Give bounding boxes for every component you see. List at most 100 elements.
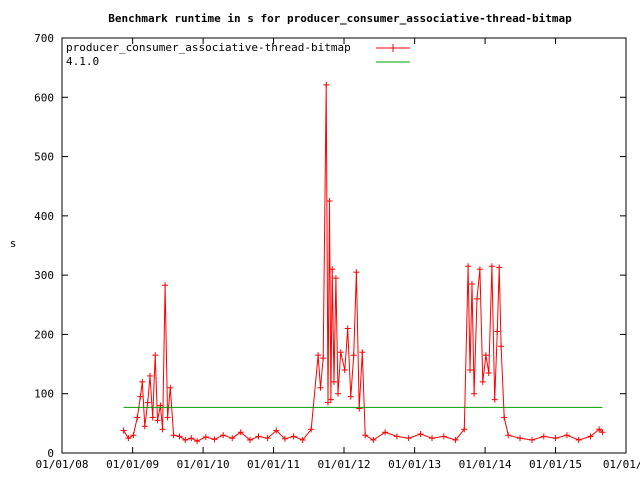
x-tick-label-1: 01/01/09	[106, 458, 159, 471]
y-tick-label-7: 700	[34, 32, 54, 45]
data-point-0-8	[147, 372, 154, 379]
y-tick-label-3: 300	[34, 269, 54, 282]
data-point-0-9	[149, 414, 156, 421]
data-point-0-80	[517, 435, 524, 442]
data-point-0-38	[323, 81, 330, 88]
data-point-0-83	[552, 435, 559, 442]
data-point-0-7	[144, 399, 151, 406]
data-point-0-11	[154, 417, 161, 424]
data-point-0-49	[347, 393, 354, 400]
data-point-0-66	[468, 281, 475, 288]
data-point-0-45	[335, 390, 342, 397]
data-point-0-58	[405, 435, 412, 442]
data-point-0-77	[498, 343, 505, 350]
y-axis-label: s	[10, 237, 17, 250]
y-tick-label-6: 600	[34, 91, 54, 104]
data-point-0-17	[170, 432, 177, 439]
data-point-0-40	[326, 198, 333, 205]
data-point-0-79	[505, 432, 512, 439]
data-point-0-56	[382, 429, 389, 436]
data-point-0-78	[501, 414, 508, 421]
data-point-0-2	[130, 432, 137, 439]
data-point-0-42	[329, 266, 336, 273]
data-point-0-0	[120, 427, 127, 434]
data-point-0-34	[308, 426, 315, 433]
data-point-0-27	[247, 436, 253, 443]
data-point-0-25	[229, 435, 236, 442]
data-point-0-48	[344, 325, 351, 332]
legend-label-series-0: producer_consumer_associative-thread-bit…	[66, 41, 351, 54]
chart-title: Benchmark runtime in s for producer_cons…	[108, 12, 572, 25]
y-tick-label-2: 200	[34, 328, 54, 341]
series-layer	[120, 81, 606, 445]
data-point-0-60	[429, 435, 436, 442]
x-tick-label-0: 01/01/08	[36, 458, 89, 471]
y-tick-label-1: 100	[34, 388, 54, 401]
data-point-0-6	[141, 423, 148, 430]
data-point-0-46	[337, 349, 344, 356]
data-point-0-18	[176, 433, 183, 440]
x-tick-label-8: 01/01/1	[603, 458, 640, 471]
x-tick-label-7: 01/01/15	[529, 458, 582, 471]
data-point-0-67	[471, 390, 478, 397]
data-point-0-33	[299, 436, 306, 443]
data-point-0-87	[596, 426, 603, 433]
data-point-0-15	[164, 414, 171, 421]
data-point-0-23	[211, 436, 218, 443]
data-point-0-59	[417, 431, 424, 438]
data-point-0-74	[491, 396, 498, 403]
data-point-0-22	[202, 433, 209, 440]
data-point-0-52	[356, 405, 363, 412]
x-tick-label-5: 01/01/13	[388, 458, 441, 471]
data-point-0-85	[575, 436, 582, 443]
data-point-0-88	[599, 429, 606, 436]
data-point-0-14	[162, 282, 169, 289]
legend: producer_consumer_associative-thread-bit…	[66, 41, 410, 68]
data-point-0-35	[315, 352, 322, 359]
data-point-0-43	[330, 378, 337, 385]
data-point-0-37	[320, 355, 327, 362]
x-tick-label-6: 01/01/14	[459, 458, 512, 471]
data-point-0-39	[324, 399, 331, 406]
data-point-0-62	[452, 436, 459, 443]
data-point-0-44	[332, 275, 339, 282]
data-point-0-21	[194, 438, 201, 445]
data-point-0-68	[473, 295, 480, 302]
data-point-0-53	[359, 349, 366, 356]
legend-marker-series-0	[389, 44, 397, 52]
data-point-0-61	[440, 433, 447, 440]
x-tick-label-4: 01/01/12	[318, 458, 371, 471]
data-point-0-69	[476, 266, 483, 273]
data-point-0-1	[125, 435, 132, 442]
data-point-0-47	[341, 367, 348, 373]
legend-label-series-1: 4.1.0	[66, 55, 99, 68]
data-point-0-13	[159, 426, 166, 433]
data-point-0-31	[281, 435, 288, 442]
data-point-0-75	[494, 328, 501, 335]
data-point-0-32	[290, 433, 297, 440]
data-point-0-71	[482, 352, 489, 359]
data-point-0-36	[317, 384, 324, 391]
data-point-0-16	[167, 384, 174, 391]
data-point-0-54	[362, 432, 369, 439]
y-tick-label-5: 500	[34, 151, 54, 164]
data-point-0-81	[529, 436, 535, 443]
data-point-0-4	[137, 393, 144, 400]
data-point-0-41	[327, 396, 334, 403]
data-point-0-76	[496, 264, 503, 271]
data-point-0-70	[479, 378, 486, 385]
data-point-0-82	[540, 433, 547, 440]
data-point-0-20	[188, 435, 195, 442]
y-tick-label-4: 400	[34, 210, 54, 223]
data-point-0-72	[485, 369, 492, 376]
data-point-0-64	[465, 263, 472, 270]
data-point-0-63	[461, 426, 468, 433]
data-point-0-10	[152, 352, 159, 359]
data-point-0-30	[273, 427, 280, 434]
ticks-layer: 0 100 200 300 400 500 600 700 01/01/08 01/01/09 01…	[34, 32, 640, 471]
data-point-0-50	[350, 352, 357, 359]
data-point-0-19	[182, 436, 189, 443]
data-point-0-57	[393, 433, 400, 440]
